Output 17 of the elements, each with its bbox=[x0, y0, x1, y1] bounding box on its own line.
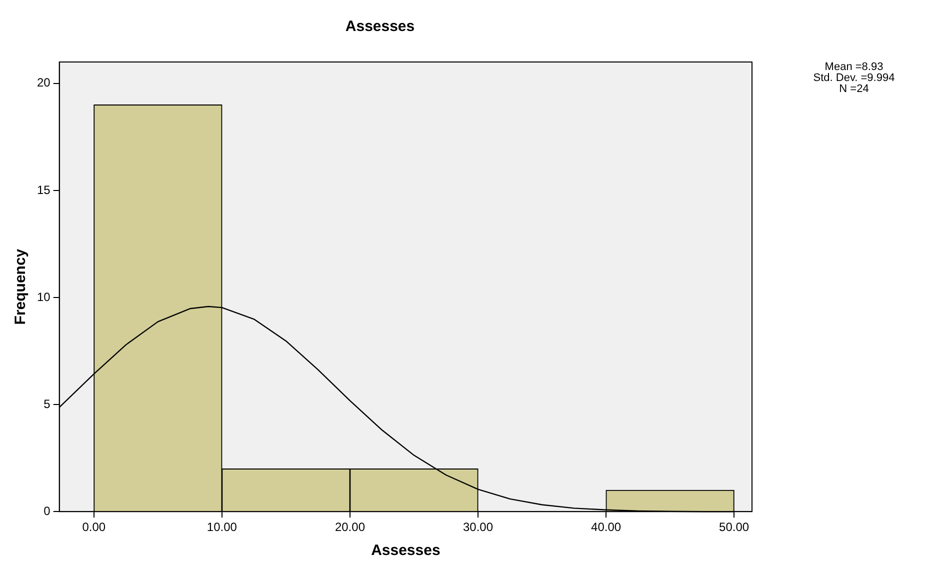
y-tick-label: 0 bbox=[44, 504, 51, 518]
x-tick-label: 0.00 bbox=[82, 520, 106, 534]
x-tick-label: 20.00 bbox=[334, 520, 366, 534]
text: Std. Dev. =9.994 bbox=[813, 72, 895, 84]
x-tick-label: 10.00 bbox=[206, 520, 238, 534]
text: N =24 bbox=[839, 83, 869, 95]
y-tick-label: 10 bbox=[36, 290, 51, 304]
y-tick-label: 5 bbox=[44, 396, 51, 411]
x-axis-title: Assesses bbox=[371, 542, 440, 560]
y-axis-title: Frequency bbox=[12, 248, 30, 325]
y-tick-label: 20 bbox=[36, 76, 51, 90]
x-tick-label: 30.00 bbox=[462, 520, 494, 534]
y-tick-label: 15 bbox=[36, 182, 51, 197]
x-tick-label: 40.00 bbox=[591, 520, 622, 534]
chart-title: Assesses bbox=[345, 18, 415, 36]
text: Mean =8.93 bbox=[824, 61, 884, 73]
x-tick-label: 50.00 bbox=[719, 520, 750, 534]
